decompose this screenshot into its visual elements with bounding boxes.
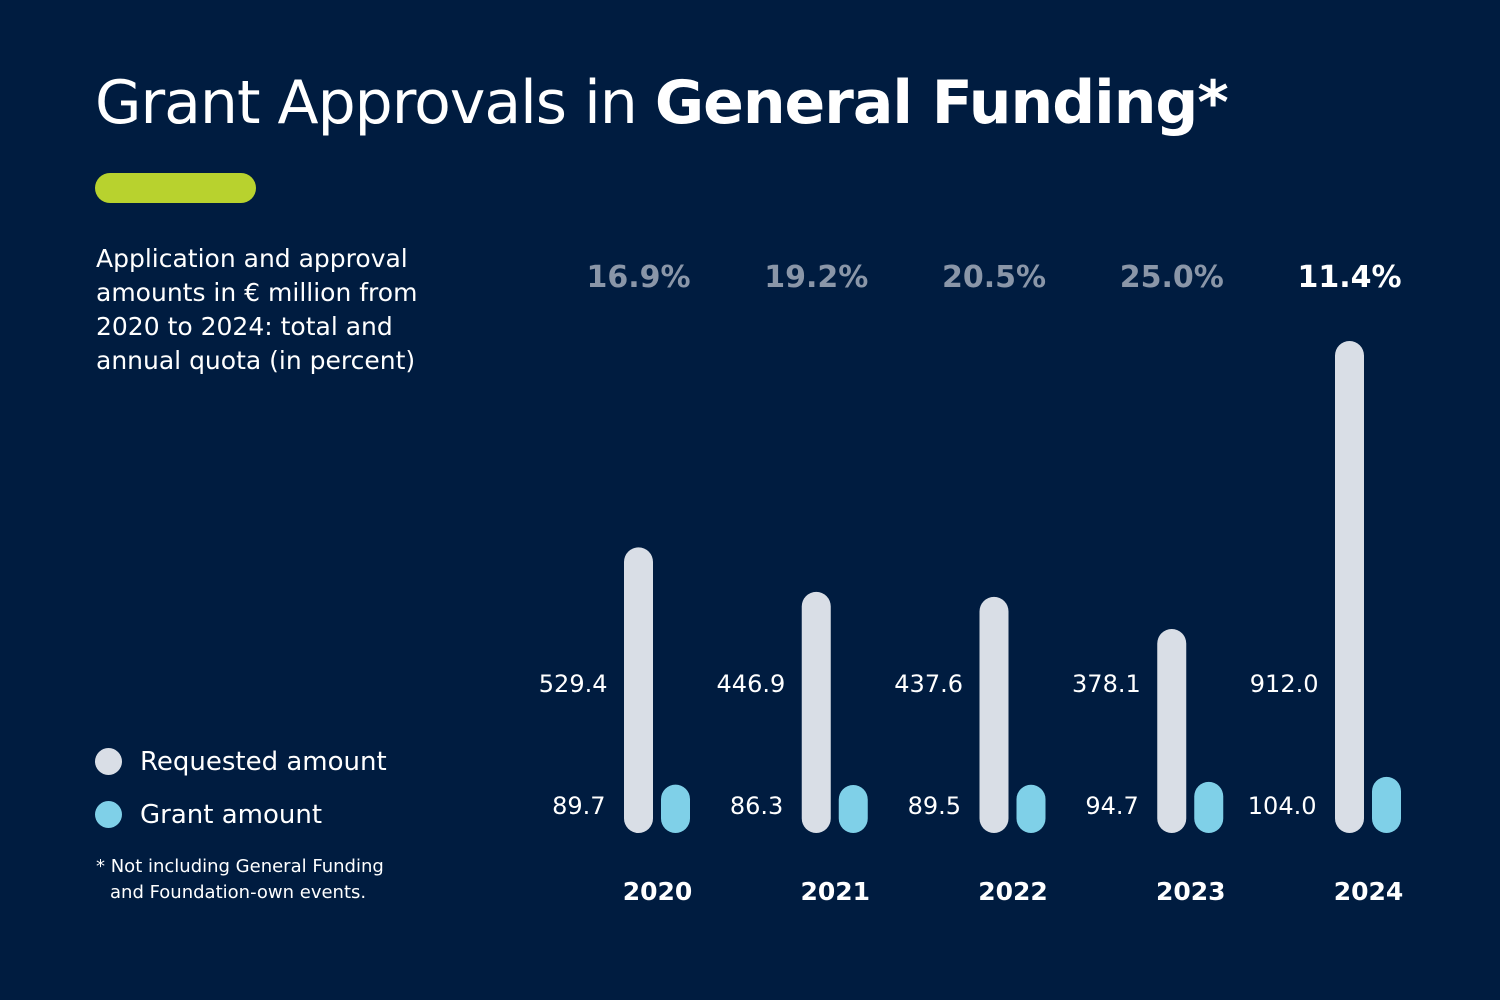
footnote-line-2: and Foundation-own events. xyxy=(110,882,367,903)
chart-subtitle: Application and approval amounts in € mi… xyxy=(96,244,418,375)
footnote-line-1: * Not including General Funding xyxy=(96,856,384,877)
chart-title: Grant Approvals in General Funding* xyxy=(95,68,1229,138)
legend-label-requested: Requested amount xyxy=(140,746,387,777)
label-year-2024: 2024 xyxy=(1334,877,1404,906)
label-requested-2022: 437.6 xyxy=(894,670,963,698)
bar-requested-2021 xyxy=(801,591,831,833)
legend-dot-granted xyxy=(95,801,122,828)
bar-granted-2020 xyxy=(661,784,690,833)
bar-granted-2024 xyxy=(1372,776,1401,833)
label-year-2020: 2020 xyxy=(623,877,693,906)
bar-requested-2020 xyxy=(624,547,653,833)
legend-item-granted: Grant amount xyxy=(95,788,387,841)
label-quota-2024: 11.4% xyxy=(1297,260,1401,295)
label-quota-2022: 20.5% xyxy=(942,260,1046,295)
label-requested-2023: 378.1 xyxy=(1072,670,1141,698)
legend-item-requested: Requested amount xyxy=(95,735,387,788)
label-year-2023: 2023 xyxy=(1156,877,1226,906)
legend-dot-requested xyxy=(95,748,122,775)
legend-label-granted: Grant amount xyxy=(140,799,323,830)
bar-granted-2022 xyxy=(1016,784,1046,833)
label-requested-2024: 912.0 xyxy=(1250,670,1319,698)
bar-requested-2022 xyxy=(979,596,1009,833)
bar-requested-2024 xyxy=(1335,341,1364,833)
label-requested-2021: 446.9 xyxy=(717,670,786,698)
label-year-2022: 2022 xyxy=(978,877,1048,906)
label-granted-2022: 89.5 xyxy=(908,792,961,820)
label-quota-2023: 25.0% xyxy=(1120,260,1224,295)
bar-requested-2023 xyxy=(1157,629,1187,833)
label-granted-2024: 104.0 xyxy=(1248,792,1317,820)
label-granted-2020: 89.7 xyxy=(552,792,605,820)
label-quota-2020: 16.9% xyxy=(586,260,690,295)
accent-bar xyxy=(95,173,256,203)
chart-title-bold: General Funding* xyxy=(654,68,1229,138)
label-quota-2021: 19.2% xyxy=(764,260,868,295)
chart-title-regular: Grant Approvals in xyxy=(95,68,655,138)
label-requested-2020: 529.4 xyxy=(539,670,608,698)
bar-granted-2021 xyxy=(838,785,868,833)
bar-granted-2023 xyxy=(1194,781,1224,833)
label-year-2021: 2021 xyxy=(800,877,870,906)
label-granted-2023: 94.7 xyxy=(1085,792,1138,820)
label-granted-2021: 86.3 xyxy=(730,792,783,820)
legend: Requested amount Grant amount xyxy=(95,735,387,841)
footnote: * Not including General Funding and Foun… xyxy=(96,854,416,906)
